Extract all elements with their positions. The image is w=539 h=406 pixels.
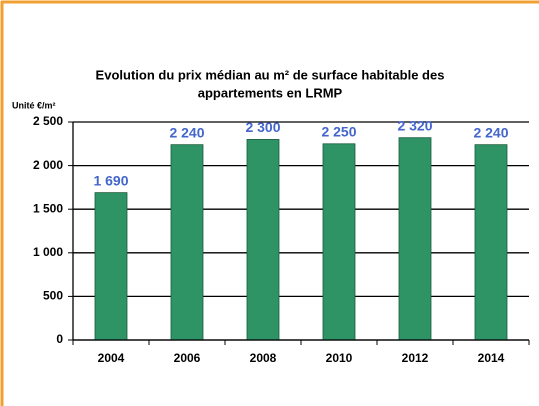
x-tick-label: 2010 <box>326 351 353 365</box>
value-label: 2 320 <box>397 117 432 133</box>
y-axis-label: Unité €/m² <box>12 100 56 110</box>
y-tick-label: 2 000 <box>33 158 63 172</box>
value-label: 2 240 <box>473 124 508 140</box>
chart-title: Evolution du prix médian au m² de surfac… <box>96 67 445 82</box>
value-label: 2 240 <box>169 124 204 140</box>
y-tick-label: 1 500 <box>33 201 63 215</box>
y-tick-label: 0 <box>56 332 63 346</box>
value-label: 1 690 <box>93 172 128 188</box>
y-tick-label: 2 500 <box>33 114 63 128</box>
y-tick-label: 1 000 <box>33 245 63 259</box>
value-label: 2 300 <box>245 119 280 135</box>
x-tick-label: 2004 <box>98 351 125 365</box>
bar <box>246 139 280 341</box>
bar <box>398 137 432 341</box>
x-tick-label: 2008 <box>250 351 277 365</box>
bar <box>170 144 204 341</box>
y-tick-label: 500 <box>43 289 63 303</box>
chart-title: appartements en LRMP <box>198 85 343 100</box>
bar <box>322 143 356 341</box>
x-tick-label: 2012 <box>402 351 429 365</box>
x-tick-label: 2006 <box>174 351 201 365</box>
value-label: 2 250 <box>321 124 356 140</box>
bar <box>474 144 508 341</box>
bar <box>94 192 128 341</box>
x-tick-label: 2014 <box>478 351 505 365</box>
